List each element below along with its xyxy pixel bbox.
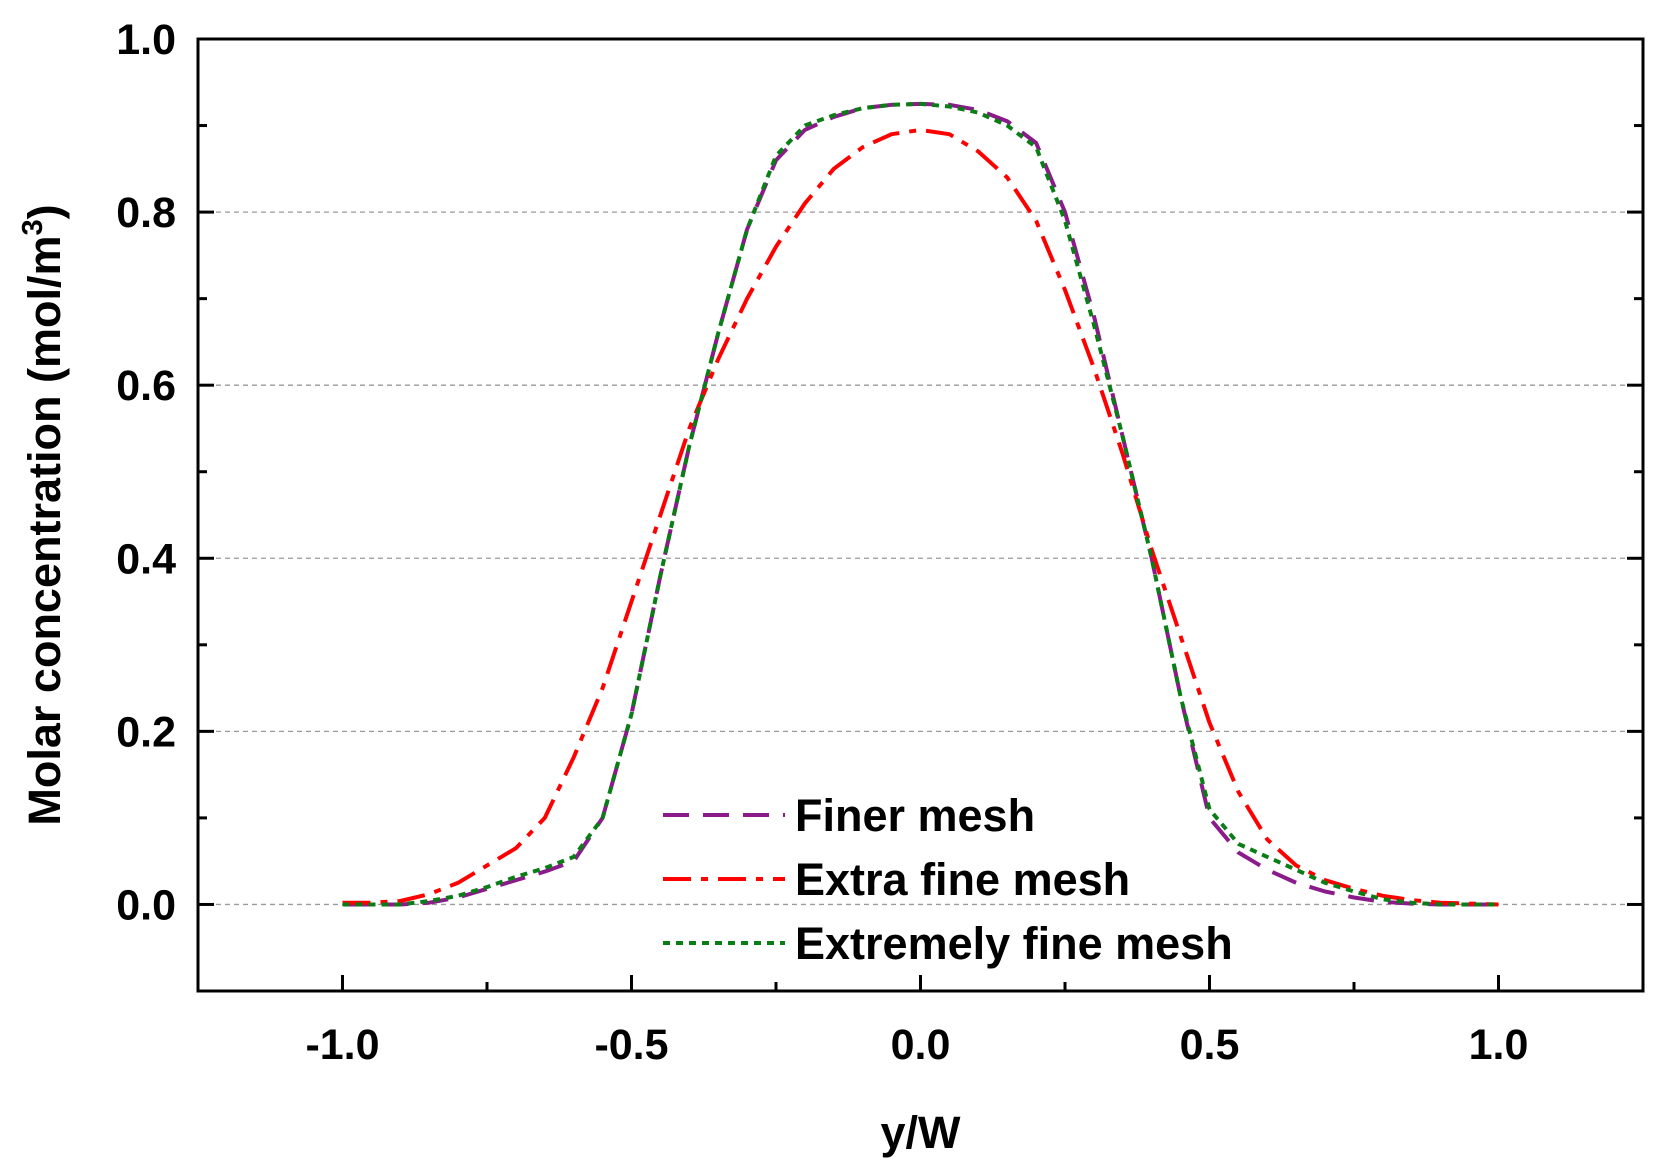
x-tick-label: -1.0 [305,1021,379,1069]
legend-label: Finer mesh [795,790,1035,841]
y-axis-title: Molar concentration (mol/m3) [17,204,70,825]
y-axis-title-close: ) [19,204,70,219]
legend-label: Extra fine mesh [795,854,1130,905]
x-tick-label: 1.0 [1469,1021,1529,1069]
y-axis-title-main: Molar concentration (mol/m [19,236,70,826]
series-line-2 [342,127,1499,907]
x-tick-label: 0.0 [891,1021,951,1069]
series-line-3 [342,101,1499,907]
legend-label: Extremely fine mesh [795,918,1233,969]
ticks-layer [196,37,1645,993]
series-layer [342,101,1499,907]
y-tick-label: 0.0 [116,881,176,929]
y-axis-title-superscript: 3 [17,219,49,235]
y-tick-label: 0.6 [116,362,176,410]
x-axis-title: y/W [880,1107,961,1158]
legend: Finer mesh Extra fine mesh Extremely fine … [663,790,1233,969]
y-tick-label: 1.0 [116,16,176,64]
x-tick-label: -0.5 [594,1021,668,1069]
plot-frame [196,37,1645,993]
series-line-1 [342,101,1499,907]
y-tick-label: 0.2 [116,708,176,756]
y-tick-label: 0.8 [116,189,176,237]
x-tick-label: 0.5 [1180,1021,1240,1069]
grid-layer [198,211,1643,906]
tick-labels-layer: -1.0 -0.5 0.0 0.5 1.0 0.0 0.2 0.4 0.6 0.8 1.0 [116,16,1528,1069]
y-tick-label: 0.4 [116,535,176,583]
